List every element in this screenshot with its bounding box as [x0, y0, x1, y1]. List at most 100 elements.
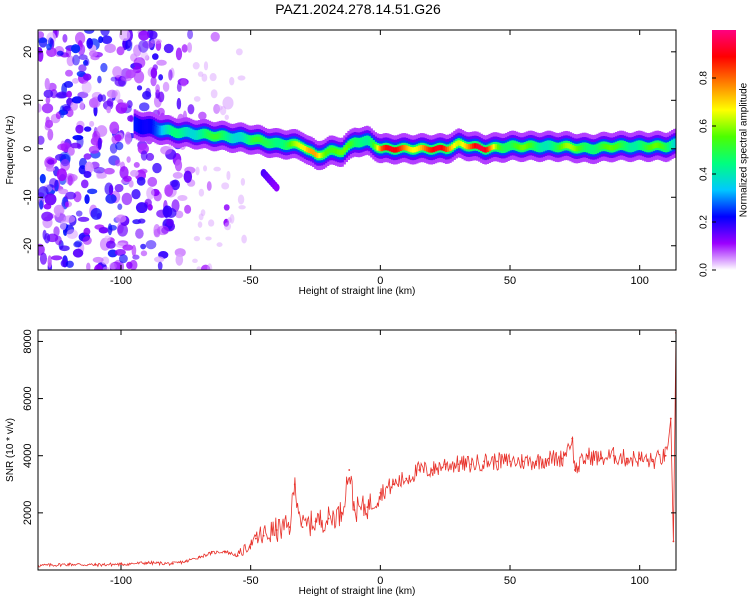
noise-speckle	[119, 30, 131, 41]
noise-speckle	[195, 166, 200, 176]
snr-point	[94, 563, 96, 566]
ridge-cell	[459, 140, 463, 147]
noise-speckle	[156, 59, 167, 66]
ridge-cell	[137, 123, 141, 129]
ridge-cell	[204, 130, 207, 137]
snr-point	[418, 469, 421, 471]
ridge-cell	[235, 134, 238, 141]
ridge-cell	[334, 148, 338, 154]
noise-speckle	[142, 90, 152, 100]
noise-speckle	[125, 39, 133, 52]
noise-speckle	[175, 47, 183, 61]
noise-speckle	[65, 47, 72, 58]
ridge-cell	[550, 143, 554, 149]
noise-speckle	[89, 120, 95, 127]
snr-point	[573, 469, 576, 471]
ridge-cell	[629, 144, 633, 151]
ridge-cell	[478, 144, 481, 150]
snr-point	[146, 561, 148, 564]
snr-point	[535, 460, 537, 463]
ridge-cell	[378, 145, 382, 152]
ridge-cell	[330, 147, 334, 153]
snr-point	[560, 457, 563, 460]
ridge-cell	[590, 146, 593, 152]
ridge-cell	[249, 137, 253, 143]
noise-speckle	[106, 89, 118, 99]
ridge-cell	[208, 132, 212, 138]
ridge-cell	[154, 126, 158, 132]
noise-speckle	[104, 182, 114, 196]
ridge-cell	[432, 146, 436, 153]
ridge-cell	[291, 140, 295, 147]
ridge-cell	[579, 145, 583, 151]
snr-series-line	[38, 332, 676, 568]
ridge-cell	[171, 128, 174, 134]
noise-speckle	[65, 191, 77, 200]
noise-speckle	[39, 173, 46, 184]
ridge-cell	[266, 140, 270, 146]
noise-speckle	[119, 166, 129, 179]
ridge-cell	[303, 146, 307, 152]
noise-speckle	[38, 46, 43, 55]
x-axis-label: Height of straight line (km)	[299, 586, 416, 597]
ridge-cell	[457, 140, 461, 146]
noise-speckle	[97, 94, 103, 103]
ridge-cell	[542, 143, 546, 150]
ridge-cell	[363, 138, 367, 144]
noise-speckle	[201, 73, 208, 82]
snr-point	[586, 454, 589, 457]
snr-point	[340, 511, 343, 514]
noise-speckle	[45, 96, 51, 104]
noise-speckle	[67, 175, 73, 186]
noise-speckle	[47, 159, 55, 165]
ridge-cell	[289, 141, 292, 147]
noise-speckle	[60, 158, 71, 171]
noise-speckle	[137, 218, 146, 224]
ridge-cell	[446, 146, 450, 152]
noise-speckle	[47, 255, 52, 268]
noise-speckle	[203, 61, 209, 71]
ridge-cell	[322, 151, 326, 158]
ridge-cell	[260, 137, 263, 143]
ridge-cell	[671, 141, 674, 148]
ridge-cell	[233, 135, 236, 141]
ridge-cell	[623, 143, 626, 149]
ridge-cell	[189, 130, 193, 136]
y-tick-label: 6000	[22, 386, 34, 410]
x-tick-label: -50	[243, 275, 259, 287]
ridge-cell	[583, 144, 587, 150]
ridge-cell	[461, 141, 465, 148]
snr-point	[366, 506, 369, 509]
noise-speckle	[66, 229, 78, 240]
noise-speckle	[213, 166, 221, 172]
ridge-cell	[540, 144, 543, 151]
noise-speckle	[161, 226, 169, 234]
noise-speckle	[112, 66, 123, 78]
snr-point	[236, 554, 239, 557]
snr-point	[379, 491, 382, 494]
noise-speckle	[133, 70, 145, 84]
noise-speckle	[59, 220, 67, 231]
noise-speckle	[138, 39, 149, 53]
ridge-cell	[243, 135, 247, 141]
noise-speckle	[82, 236, 92, 245]
x-tick-label: -100	[110, 275, 132, 287]
spectrogram-image	[38, 30, 676, 270]
noise-speckle	[72, 54, 80, 66]
ridge-cell	[187, 129, 191, 136]
ridge-cell	[575, 146, 579, 152]
ridge-cell	[525, 143, 529, 149]
x-tick-label: 0	[377, 275, 383, 287]
noise-speckle	[88, 50, 98, 58]
ridge-cell	[270, 140, 274, 146]
ridge-cell	[191, 131, 195, 137]
ridge-cell	[237, 134, 241, 140]
ridge-cell	[160, 127, 164, 134]
noise-speckle	[38, 37, 48, 44]
noise-speckle	[147, 204, 153, 211]
ridge-cell	[245, 136, 249, 142]
x-tick-label: 100	[631, 275, 649, 287]
noise-speckle	[160, 145, 172, 155]
noise-speckle	[98, 36, 104, 44]
noise-speckle	[155, 84, 160, 94]
